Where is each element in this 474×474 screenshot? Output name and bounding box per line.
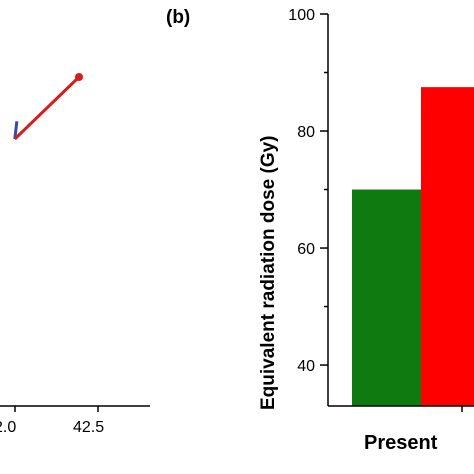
panel-b-y-ticks: 40 60 80 100 xyxy=(288,7,328,375)
panel-a: 2.0 42.5 xyxy=(0,73,150,436)
panel-b-y-tick-label: 40 xyxy=(297,358,315,375)
panel-b-y-tick-label: 80 xyxy=(297,124,315,141)
panel-a-x-tick-label: 2.0 xyxy=(0,419,16,436)
panel-b-bar xyxy=(421,87,474,406)
panel-b-category-label: Present xyxy=(364,432,438,454)
panel-b-bars xyxy=(352,87,474,406)
panel-a-series-line-red xyxy=(13,75,81,141)
panel-a-data-point xyxy=(75,73,83,81)
panel-b: (b) Equivalent radiation dose (Gy) 40 60 8… xyxy=(166,7,474,454)
panel-a-series-line-blue xyxy=(13,121,19,140)
panel-b-y-axis-label: Equivalent radiation dose (Gy) xyxy=(258,136,279,411)
panel-b-y-tick-label: 100 xyxy=(288,7,315,24)
panel-b-bar xyxy=(352,189,421,406)
panel-b-y-tick-label: 60 xyxy=(297,241,315,258)
panel-a-x-tick-label: 42.5 xyxy=(73,419,104,436)
panel-b-label: (b) xyxy=(166,7,190,28)
